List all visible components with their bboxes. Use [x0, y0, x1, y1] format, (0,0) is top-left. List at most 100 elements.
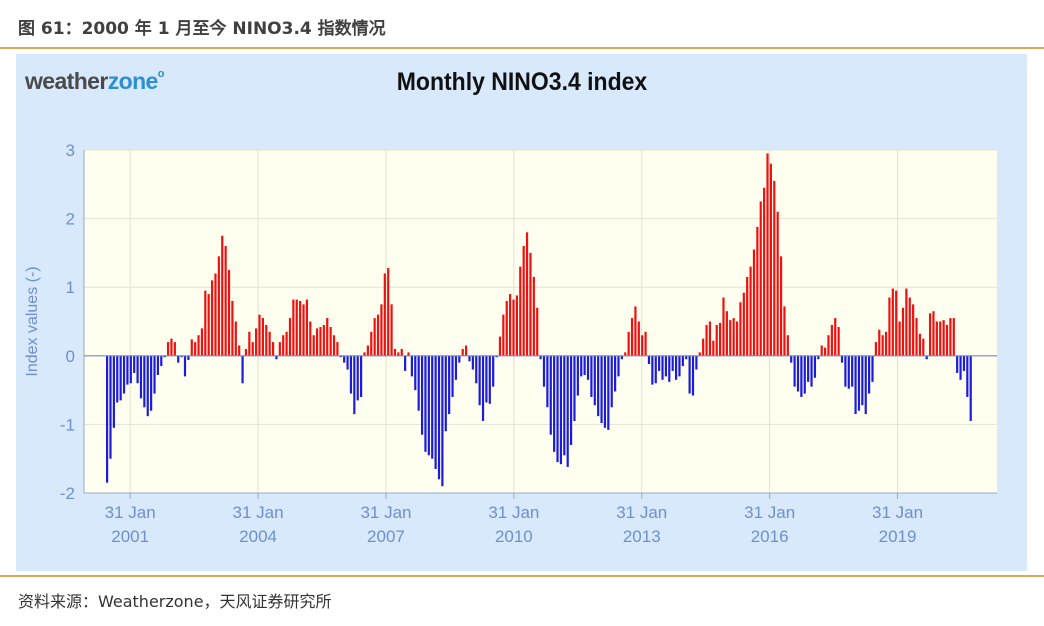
index-bar: [868, 355, 871, 394]
index-bar: [864, 355, 867, 415]
index-bar: [136, 355, 139, 384]
index-bar: [197, 335, 200, 356]
x-tick-label-year: 2007: [367, 527, 405, 546]
index-bar: [444, 355, 447, 432]
index-bar: [536, 307, 539, 356]
index-bar: [376, 314, 380, 356]
index-bar: [674, 355, 678, 380]
index-bar: [773, 180, 776, 356]
index-bar: [956, 355, 959, 373]
index-bar: [712, 340, 715, 356]
y-axis-title: Index values (-): [24, 266, 41, 376]
index-bar: [549, 355, 552, 435]
index-bar: [150, 355, 153, 411]
index-bar: [732, 318, 735, 356]
index-bar: [461, 348, 464, 356]
y-tick-label: 1: [66, 278, 75, 297]
index-bar: [387, 267, 390, 356]
index-bar: [630, 318, 634, 356]
index-bar: [573, 355, 576, 421]
index-bar: [813, 355, 817, 378]
index-bar: [874, 342, 877, 356]
index-bar: [322, 324, 325, 356]
index-bar: [268, 331, 271, 356]
index-bar: [746, 276, 749, 356]
index-bar: [153, 355, 156, 394]
index-bar: [620, 355, 623, 360]
index-bar: [326, 318, 329, 356]
index-bar: [884, 331, 888, 356]
index-bar: [803, 355, 806, 394]
index-bar: [905, 288, 908, 356]
index-bar: [664, 355, 668, 377]
index-bar: [139, 355, 143, 399]
index-bar: [783, 306, 786, 356]
index-bar: [661, 355, 664, 380]
index-bar: [844, 355, 847, 387]
index-bar: [126, 355, 129, 385]
y-tick-label: -1: [60, 415, 75, 434]
x-tick-label-year: 2001: [111, 527, 149, 546]
weatherzone-logo: weatherzoneo: [25, 68, 164, 94]
index-bar: [166, 342, 170, 356]
index-bar: [522, 246, 525, 356]
index-bar: [292, 299, 295, 356]
index-bar: [509, 294, 512, 356]
index-bar: [681, 355, 684, 367]
index-bar: [817, 355, 820, 360]
index-bar: [454, 355, 458, 380]
index-bar: [532, 276, 535, 356]
index-bar: [312, 335, 315, 356]
index-bar: [471, 355, 474, 370]
index-bar: [823, 347, 827, 356]
index-bar: [400, 348, 403, 356]
index-bar: [715, 324, 718, 356]
plot-area: [84, 150, 997, 493]
index-bar: [935, 321, 938, 356]
index-bar: [309, 321, 312, 356]
index-bar: [617, 355, 620, 377]
index-bar: [343, 355, 346, 363]
index-bar: [769, 163, 772, 356]
index-bar: [360, 355, 363, 397]
index-bar: [299, 300, 302, 356]
index-bar: [305, 299, 309, 356]
index-bar: [275, 355, 278, 360]
index-bar: [891, 288, 894, 356]
index-bar: [559, 355, 563, 465]
index-bar: [949, 318, 952, 356]
index-bar: [952, 318, 955, 356]
index-bar: [735, 321, 739, 356]
index-bar: [695, 355, 698, 370]
y-tick-label: 0: [66, 347, 75, 366]
index-bar: [651, 355, 654, 385]
index-bar: [231, 300, 234, 356]
index-bar: [221, 235, 224, 356]
index-bar: [143, 355, 146, 408]
index-bar: [393, 348, 397, 356]
index-bar: [366, 345, 369, 356]
index-bar: [241, 355, 244, 384]
index-bar: [370, 331, 373, 356]
chart-title: Monthly NINO3.4 index: [396, 68, 648, 96]
index-bar: [918, 333, 922, 356]
index-bar: [106, 355, 109, 483]
index-bar: [590, 355, 593, 397]
index-bar: [285, 331, 288, 356]
index-bar: [857, 355, 861, 411]
index-bar: [173, 342, 176, 356]
index-bar: [383, 273, 386, 356]
index-bar: [346, 355, 349, 370]
index-bar: [766, 153, 769, 356]
index-bar: [278, 342, 281, 356]
index-bar: [739, 302, 742, 356]
index-bar: [488, 355, 491, 404]
index-bar: [729, 320, 732, 356]
index-bar: [871, 355, 874, 382]
index-bar: [180, 355, 183, 358]
index-bar: [390, 304, 393, 356]
index-bar: [183, 355, 187, 377]
x-tick-label-year: 2004: [239, 527, 277, 546]
index-bar: [448, 355, 451, 415]
